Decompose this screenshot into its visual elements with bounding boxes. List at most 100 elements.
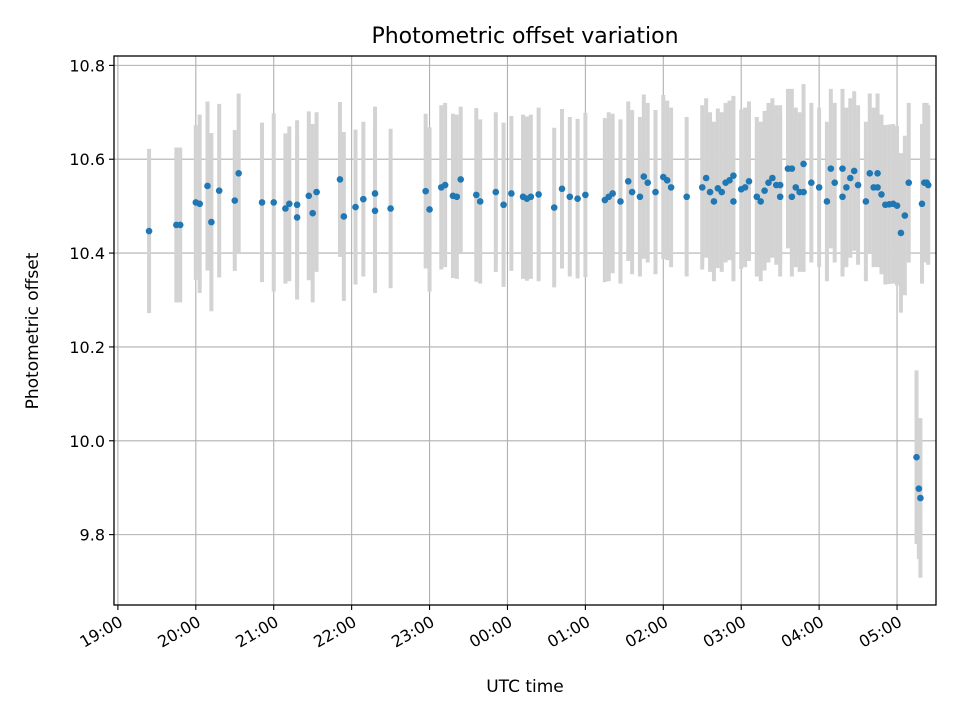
x-axis-label: UTC time — [486, 677, 564, 697]
data-point — [293, 214, 301, 221]
data-point — [776, 181, 784, 189]
x-tick-label: 02:00 — [622, 612, 671, 652]
data-point — [422, 187, 429, 195]
data-point — [609, 190, 616, 197]
error-bars — [147, 84, 931, 578]
x-tick-label: 05:00 — [856, 612, 905, 652]
data-point — [862, 198, 870, 205]
data-point — [866, 170, 874, 177]
data-point — [702, 174, 710, 182]
data-point — [558, 185, 566, 193]
data-point — [745, 177, 753, 185]
data-point — [258, 199, 266, 206]
data-point — [176, 221, 184, 229]
x-tick-label: 20:00 — [154, 612, 203, 652]
data-point — [309, 209, 316, 217]
data-point — [663, 177, 671, 184]
data-point — [827, 165, 835, 172]
data-point — [204, 182, 211, 190]
data-point — [901, 212, 909, 219]
x-tick-label: 21:00 — [232, 612, 281, 652]
data-point — [800, 160, 807, 168]
data-point — [839, 165, 846, 172]
data-point — [706, 188, 714, 196]
data-point — [624, 177, 632, 185]
data-point — [535, 191, 542, 198]
data-point — [874, 170, 881, 177]
x-tick-label: 01:00 — [544, 612, 593, 652]
data-point — [145, 227, 153, 235]
data-point — [293, 201, 301, 209]
data-point — [667, 184, 675, 191]
data-point — [924, 181, 932, 189]
data-point — [235, 170, 242, 177]
y-axis-label: Photometric offset — [23, 252, 43, 409]
data-point — [769, 174, 776, 182]
x-tick-label: 22:00 — [310, 612, 359, 652]
y-tick-label: 9.8 — [80, 526, 105, 545]
data-point — [336, 176, 344, 183]
data-point — [730, 172, 737, 179]
data-point — [917, 494, 924, 502]
data-point — [918, 200, 926, 208]
data-point — [286, 200, 293, 208]
data-point — [476, 198, 484, 205]
data-point — [441, 181, 449, 189]
data-point — [457, 176, 465, 183]
chart-title: Photometric offset variation — [371, 24, 678, 49]
x-tick-label: 03:00 — [700, 612, 749, 652]
data-points — [145, 160, 932, 502]
data-point — [761, 187, 768, 194]
data-point — [231, 197, 239, 204]
data-point — [808, 179, 815, 186]
data-point — [831, 179, 839, 186]
data-point — [215, 187, 223, 194]
data-point — [340, 213, 348, 220]
data-point — [846, 174, 854, 182]
data-point — [270, 199, 278, 206]
x-tick-label: 19:00 — [76, 612, 125, 652]
data-point — [371, 207, 379, 215]
data-point — [617, 198, 624, 205]
y-tick-label: 10.4 — [69, 244, 105, 263]
data-point — [726, 177, 733, 184]
data-point — [582, 191, 589, 199]
data-point — [208, 218, 215, 226]
data-point — [500, 201, 507, 209]
data-point — [843, 184, 850, 191]
y-axis: 9.8 10.0 10.2 10.4 10.6 10.8 — [69, 56, 114, 545]
data-point — [788, 165, 796, 172]
data-point — [492, 188, 500, 196]
x-tick-label: 00:00 — [466, 612, 515, 652]
data-point — [652, 188, 659, 196]
data-point — [508, 190, 515, 197]
data-point — [913, 453, 920, 461]
data-point — [718, 188, 726, 196]
data-point — [874, 184, 881, 191]
data-point — [566, 193, 574, 201]
data-point — [282, 205, 289, 212]
data-point — [352, 203, 359, 211]
data-point — [550, 204, 558, 211]
data-point — [854, 181, 862, 189]
data-point — [823, 198, 831, 205]
data-point — [453, 193, 461, 201]
y-tick-label: 10.0 — [69, 432, 105, 451]
data-point — [893, 202, 901, 209]
data-point — [305, 192, 313, 200]
data-point — [313, 188, 320, 196]
data-point — [757, 198, 764, 205]
data-point — [426, 206, 433, 213]
data-point — [765, 179, 772, 186]
data-point — [915, 485, 923, 492]
data-point — [850, 167, 858, 175]
x-tick-label: 04:00 — [778, 612, 827, 652]
x-tick-label: 23:00 — [388, 612, 437, 652]
data-point — [640, 173, 648, 180]
data-point — [387, 205, 394, 212]
y-tick-label: 10.6 — [69, 150, 105, 169]
data-point — [730, 198, 737, 205]
data-point — [710, 198, 718, 205]
data-point — [196, 200, 204, 208]
data-point — [574, 195, 581, 202]
